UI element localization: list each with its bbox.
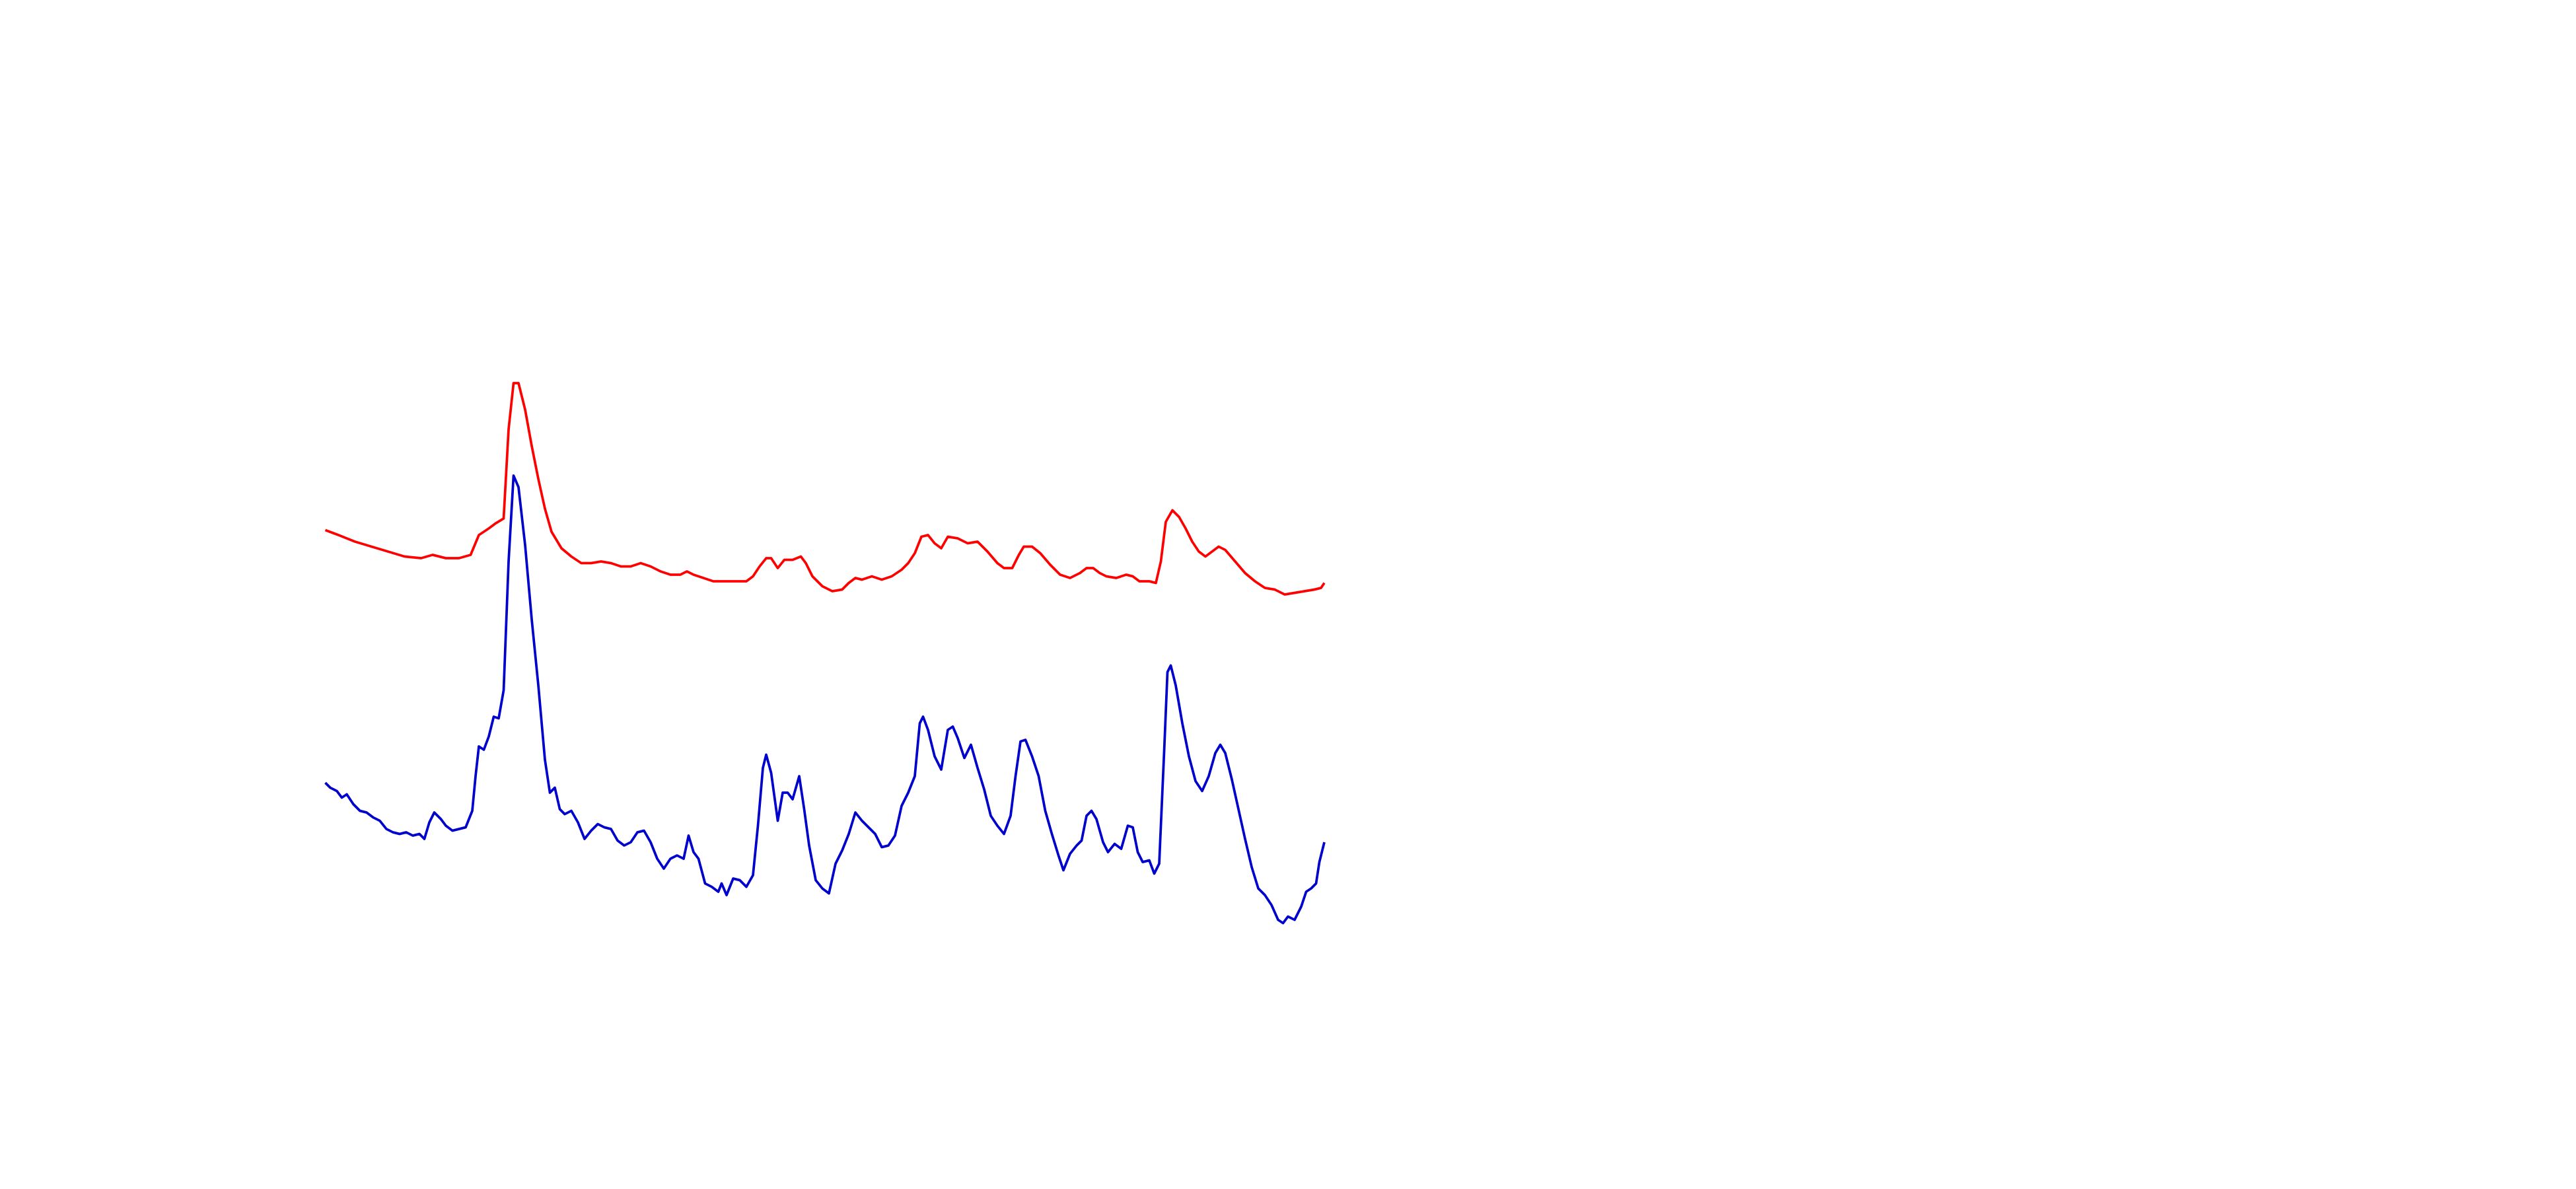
line: [324, 474, 1326, 925]
line: [324, 382, 1326, 596]
